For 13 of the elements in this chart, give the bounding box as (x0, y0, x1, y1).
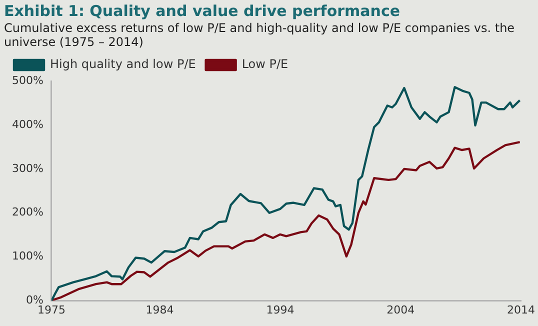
chart-title: Exhibit 1: Quality and value drive performance (3, 1, 402, 20)
y-tick-label: 400% (12, 118, 44, 131)
x-tick-label: 1984 (146, 303, 174, 316)
y-tick-label: 100% (12, 250, 44, 263)
y-tick-label: 500% (12, 74, 44, 87)
y-tick-label: 300% (12, 162, 44, 175)
x-tick-label: 2014 (507, 303, 536, 316)
x-tick-label: 1994 (266, 303, 294, 316)
x-tick-label: 2004 (386, 303, 415, 316)
legend-label: High quality and low P/E (50, 57, 196, 72)
chart-subtitle: Cumulative excess returns of low P/E and high-quality and low P/E companies vs. the universe (1975 – 2014) (3, 20, 516, 49)
y-tick-label: 200% (12, 206, 44, 219)
legend-label: Low P/E (242, 57, 288, 72)
